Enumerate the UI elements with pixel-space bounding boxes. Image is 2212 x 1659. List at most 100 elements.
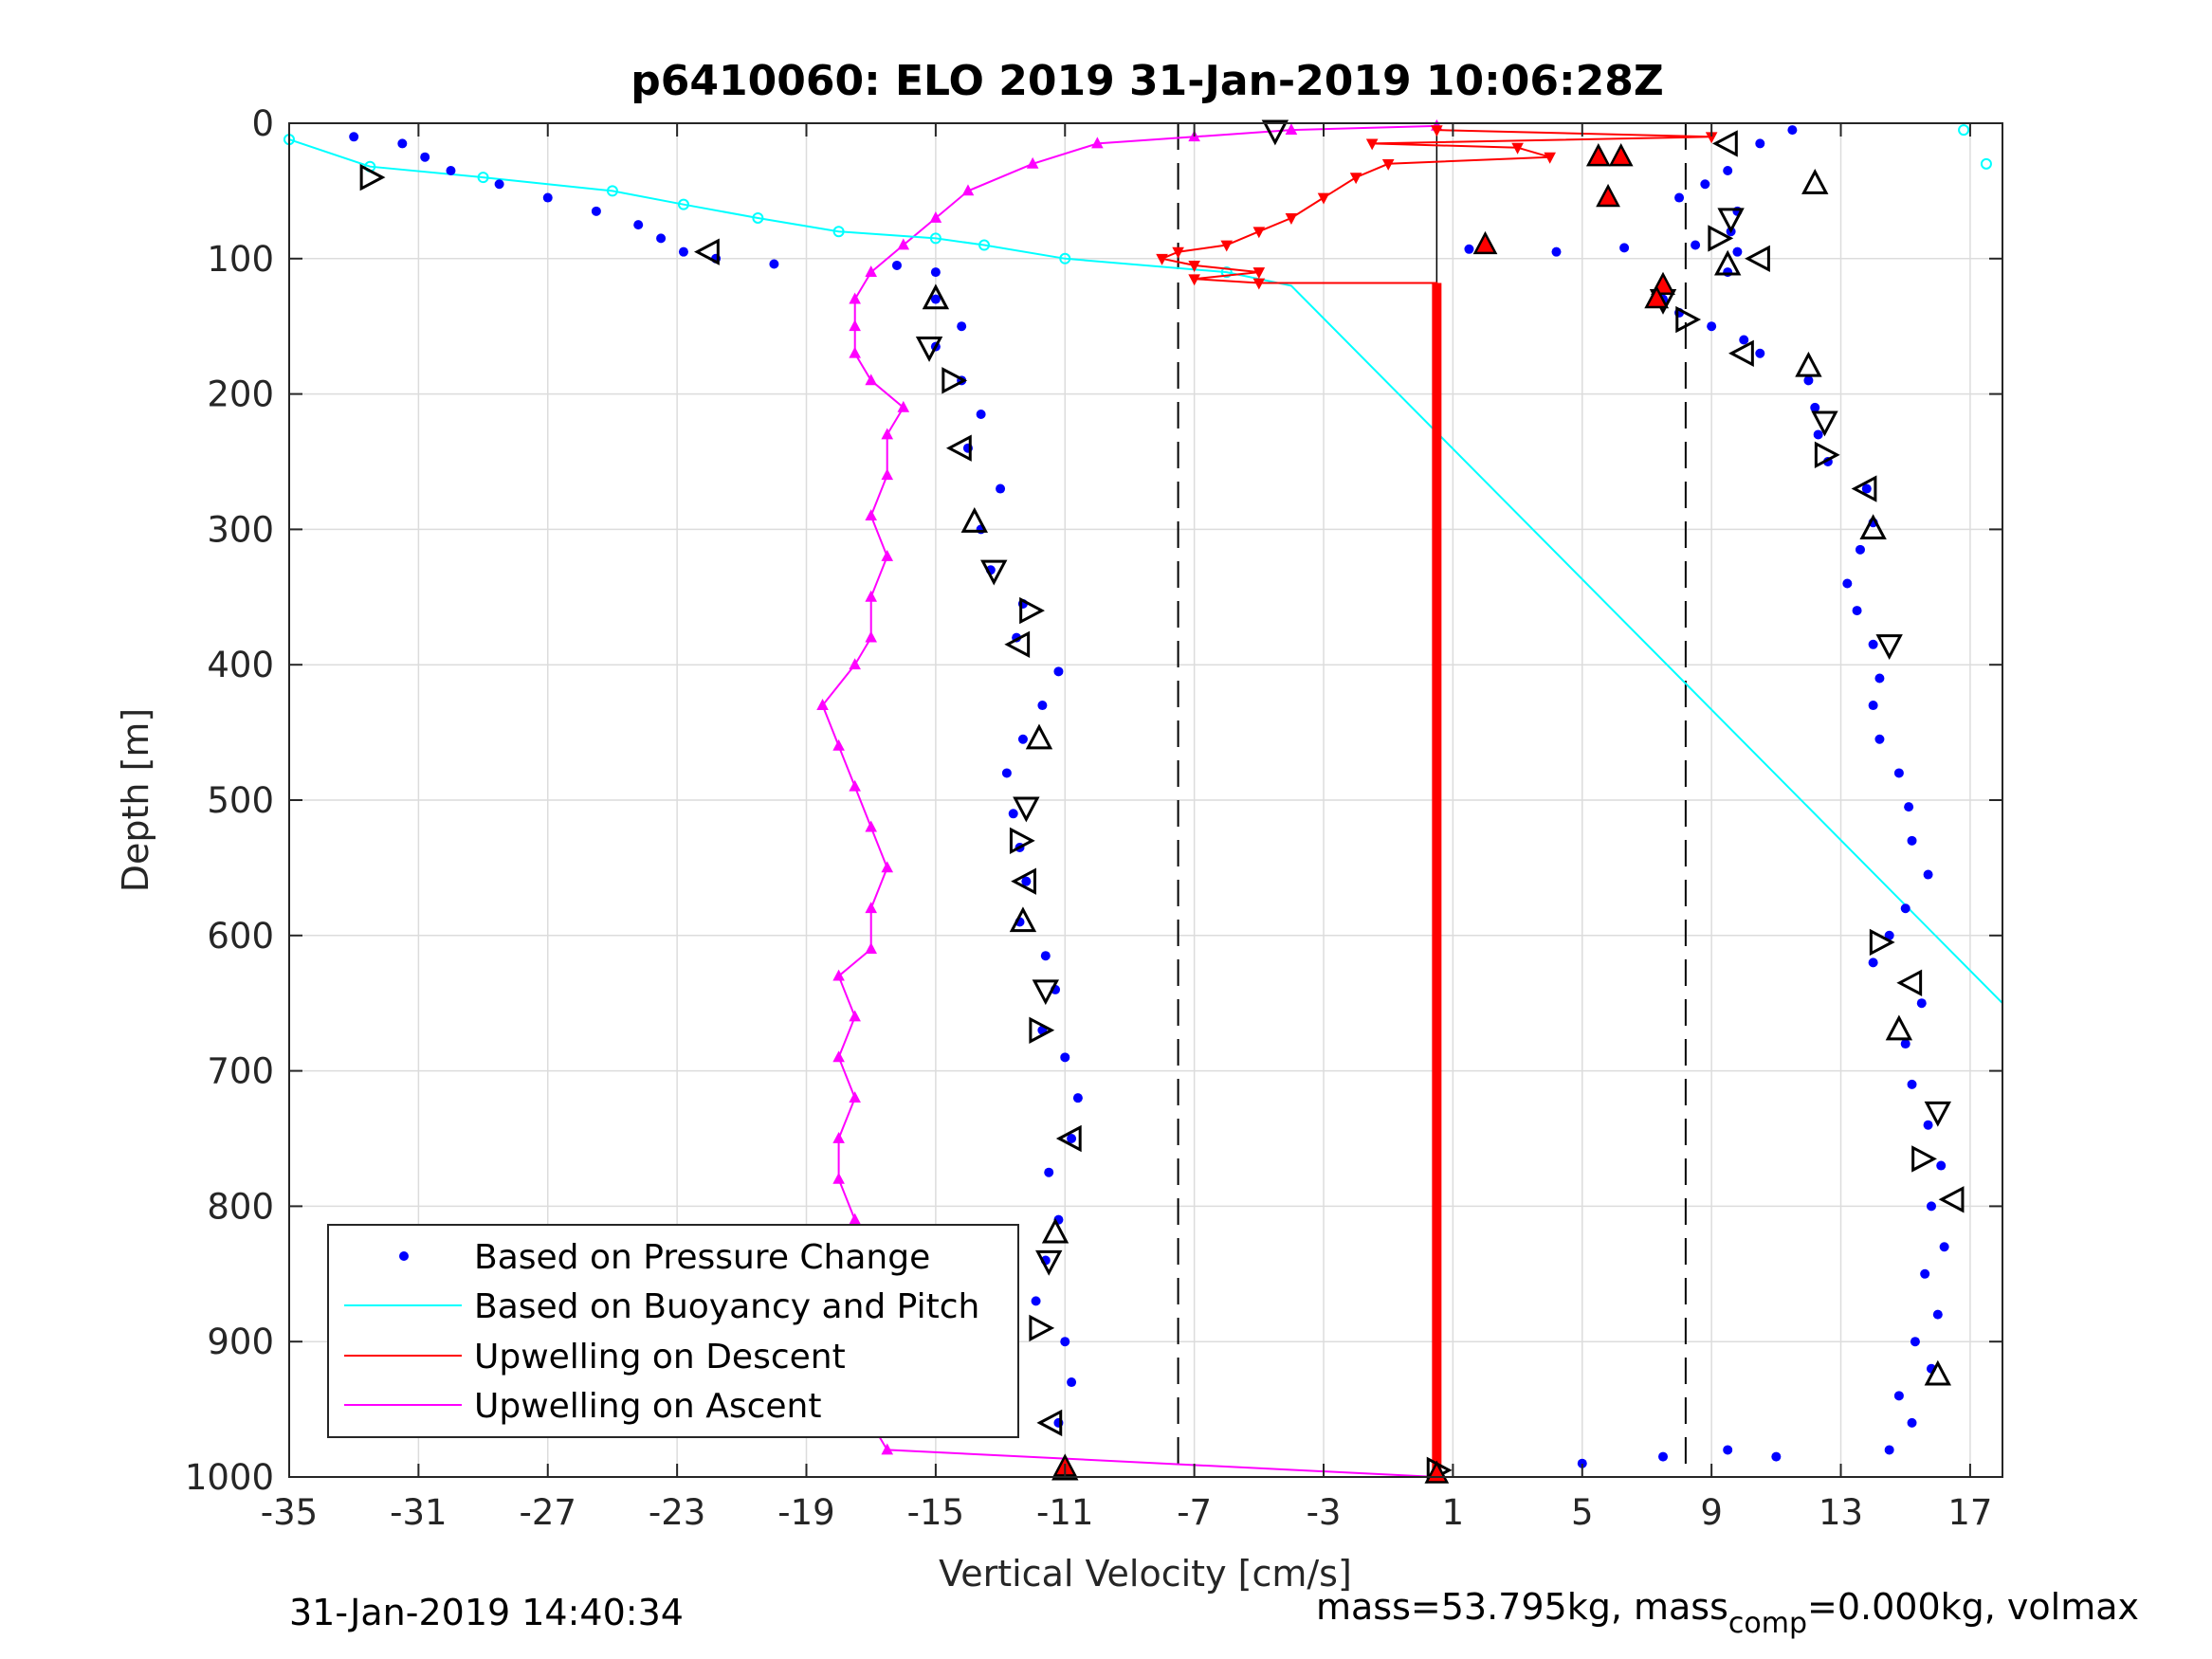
- pressure-ascent-point: [1874, 734, 1885, 744]
- footer-timestamp: 31-Jan-2019 14:40:34: [289, 1592, 684, 1633]
- pressure-descent-point: [930, 267, 941, 278]
- x-tick-label: 13: [1819, 1492, 1863, 1533]
- open-triangle-marker: [1714, 249, 1742, 276]
- open-triangle-marker: [1009, 906, 1037, 933]
- buoyancy-marker: [1059, 252, 1071, 264]
- descent-upwelling-marker: [1431, 125, 1443, 137]
- open-triangle-marker: [1869, 928, 1895, 957]
- open-triangle-marker: [1717, 208, 1745, 234]
- pressure-descent-point: [891, 260, 902, 270]
- pressure-descent-point: [678, 246, 688, 257]
- filled-triangle-marker: [1596, 183, 1620, 208]
- pressure-ascent-point: [1755, 138, 1765, 149]
- descent-upwelling-marker: [1349, 173, 1362, 185]
- ascent-upwelling-marker: [881, 468, 894, 481]
- open-triangle-marker: [1675, 305, 1702, 334]
- pressure-descent-point: [1060, 1337, 1070, 1347]
- buoyancy-marker: [832, 226, 845, 238]
- buoyancy-marker: [606, 185, 618, 197]
- ascent-upwelling-marker: [832, 1172, 845, 1184]
- pressure-ascent-point: [1910, 1337, 1920, 1347]
- pressure-descent-point: [1067, 1377, 1077, 1388]
- open-triangle-marker: [1859, 514, 1887, 539]
- ascent-upwelling-marker: [849, 346, 861, 358]
- ascent-upwelling-marker: [832, 1132, 845, 1143]
- pressure-ascent-point: [1755, 348, 1765, 358]
- pressure-ascent-point: [1852, 606, 1862, 616]
- ascent-upwelling-marker: [865, 820, 877, 832]
- pressure-descent-point: [397, 138, 408, 149]
- open-triangle-marker: [1814, 441, 1840, 469]
- ascent-upwelling-marker: [849, 292, 861, 304]
- ascent-upwelling-marker: [865, 509, 877, 521]
- pressure-descent-point: [1021, 876, 1032, 886]
- ascent-upwelling-marker: [849, 1091, 861, 1103]
- open-triangle-marker: [1013, 796, 1040, 823]
- open-triangle-marker: [1801, 169, 1829, 194]
- pressure-ascent-point: [1842, 578, 1853, 589]
- footer-mass-text: mass=53.795kg, mass: [1316, 1586, 1728, 1628]
- pressure-ascent-point: [1803, 375, 1814, 386]
- legend-label-buoyancy: Based on Buoyancy and Pitch: [474, 1287, 979, 1326]
- pressure-descent-point: [996, 483, 1006, 494]
- pressure-ascent-point: [1907, 1417, 1917, 1428]
- x-tick-label: -7: [1177, 1492, 1212, 1533]
- buoyancy-marker: [477, 172, 489, 184]
- pressure-ascent-point: [1868, 639, 1878, 649]
- open-triangle-marker: [941, 367, 968, 394]
- open-triangle-marker: [922, 283, 950, 310]
- open-triangle-marker: [1004, 630, 1031, 658]
- pressure-descent-point: [1040, 951, 1051, 961]
- buoyancy-marker: [752, 211, 764, 224]
- open-triangle-marker: [1009, 827, 1035, 855]
- x-tick-label: 1: [1442, 1492, 1465, 1533]
- ascent-upwelling-marker: [849, 1010, 861, 1022]
- pressure-ascent-point: [1907, 1079, 1917, 1089]
- open-triangle-marker: [1035, 1249, 1063, 1276]
- open-triangle-marker: [1029, 1314, 1055, 1342]
- open-triangle-marker: [915, 337, 943, 362]
- buoyancy-line: [288, 138, 2003, 1004]
- pressure-ascent-point: [1920, 1268, 1930, 1279]
- ascent-upwelling-marker: [832, 738, 845, 751]
- descent-upwelling-marker: [1252, 227, 1266, 239]
- ascent-upwelling-marker: [929, 210, 942, 223]
- descent-upwelling-marker: [1544, 152, 1556, 164]
- x-tick-label: 17: [1947, 1492, 1992, 1533]
- descent-upwelling-marker: [1252, 267, 1266, 280]
- descent-upwelling-marker: [1705, 132, 1718, 144]
- y-axis-label: Depth [m]: [115, 708, 156, 893]
- open-triangle-marker: [1745, 245, 1770, 272]
- pressure-surface-point: [1464, 244, 1474, 254]
- y-tick-label: 200: [207, 374, 274, 415]
- y-axis-ticks: 0 100 200 300 400 500 600 700 800 900 1000: [185, 103, 2002, 1498]
- y-tick-label: 600: [207, 916, 274, 957]
- ascent-upwelling-marker: [865, 374, 877, 386]
- pressure-ascent-point: [1900, 1039, 1910, 1049]
- pressure-descent-point: [1067, 1134, 1077, 1143]
- pressure-descent-point: [494, 179, 504, 190]
- pressure-ascent-point: [1884, 1445, 1894, 1455]
- ascent-upwelling-marker: [832, 969, 845, 981]
- pressure-ascent-point: [1884, 930, 1894, 940]
- pressure-descent-point: [769, 259, 779, 269]
- pressure-ascent-point: [1707, 321, 1717, 332]
- x-tick-label: 5: [1571, 1492, 1594, 1533]
- open-triangle-marker: [1728, 339, 1754, 367]
- descent-upwelling-marker: [1188, 274, 1200, 286]
- pressure-ascent-point: [1936, 1160, 1947, 1171]
- pressure-ascent-point: [1577, 1458, 1587, 1468]
- legend-label-descent: Upwelling on Descent: [474, 1338, 846, 1376]
- open-triangle-marker: [1924, 1101, 1952, 1127]
- pressure-surface-point: [1619, 243, 1630, 253]
- ascent-upwelling-marker: [865, 265, 877, 277]
- x-axis-label: Vertical Velocity [cm/s]: [939, 1553, 1352, 1595]
- open-triangle-marker: [1055, 1124, 1082, 1153]
- pressure-descent-point: [1001, 768, 1012, 778]
- open-triangle-marker: [359, 163, 386, 191]
- open-triangle-marker: [1011, 867, 1036, 895]
- ascent-upwelling-marker: [865, 902, 877, 914]
- pressure-ascent-point: [1893, 768, 1904, 778]
- ascent-upwelling-marker: [897, 400, 910, 412]
